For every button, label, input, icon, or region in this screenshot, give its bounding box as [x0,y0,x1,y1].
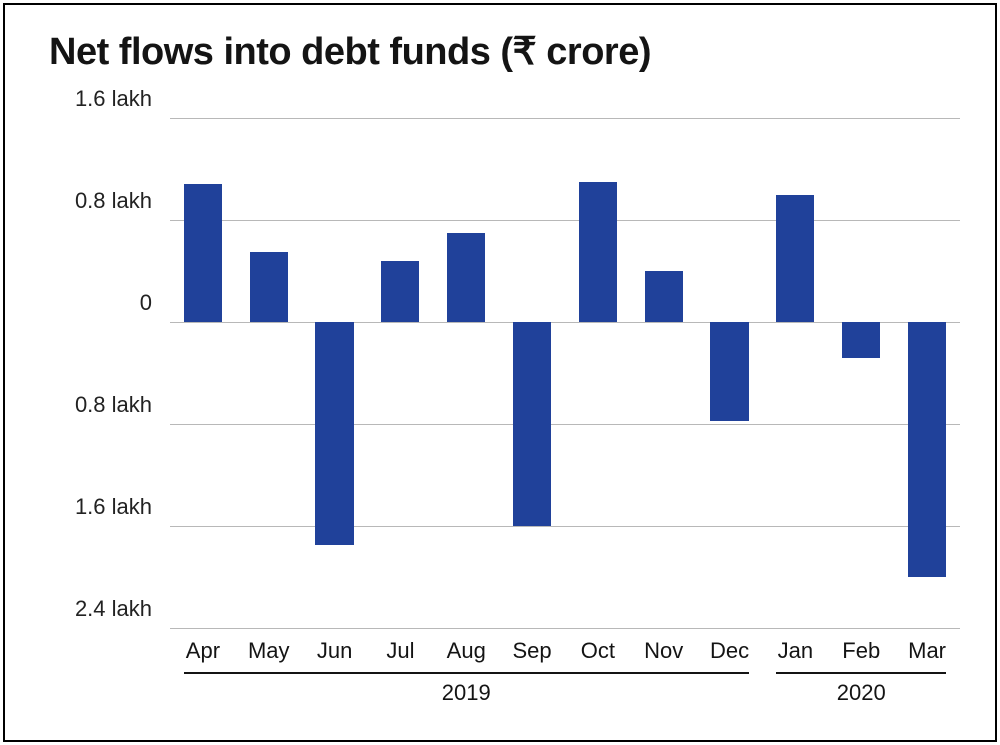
bar [250,252,288,322]
chart-frame: Net flows into debt funds (₹ crore) 1.6 … [3,3,997,742]
y-axis-label: 1.6 lakh [12,86,152,112]
bar [908,322,946,577]
x-axis-label: Sep [499,638,565,664]
y-axis-label: 2.4 lakh [12,596,152,622]
gridline [170,628,960,629]
bar [842,322,880,358]
gridline [170,220,960,221]
x-axis-label: Jul [368,638,434,664]
x-group-label: 2020 [776,680,946,706]
gridline [170,118,960,119]
bar [513,322,551,526]
bar [645,271,683,322]
bar [710,322,748,421]
bar [579,182,617,322]
x-axis-label: Feb [828,638,894,664]
gridline [170,424,960,425]
y-axis-label: 0.8 lakh [12,188,152,214]
bar [184,184,222,322]
x-axis-label: Apr [170,638,236,664]
bar [447,233,485,322]
x-axis-label: Oct [565,638,631,664]
x-axis-label: Aug [433,638,499,664]
bar [776,195,814,323]
y-axis-label: 1.6 lakh [12,494,152,520]
x-axis-label: May [236,638,302,664]
x-group-label: 2019 [184,680,749,706]
y-axis-label: 0 [12,290,152,316]
chart-title: Net flows into debt funds (₹ crore) [49,29,651,74]
y-axis-label: 0.8 lakh [12,392,152,418]
bar [381,261,419,322]
gridline [170,526,960,527]
x-axis-label: Jun [302,638,368,664]
bar [315,322,353,545]
x-axis-label: Jan [763,638,829,664]
plot-area: 1.6 lakh0.8 lakh00.8 lakh1.6 lakh2.4 lak… [170,118,960,628]
x-axis-label: Dec [697,638,763,664]
x-group-rule [776,672,946,674]
x-axis-label: Nov [631,638,697,664]
x-axis-label: Mar [894,638,960,664]
x-group-rule [184,672,749,674]
